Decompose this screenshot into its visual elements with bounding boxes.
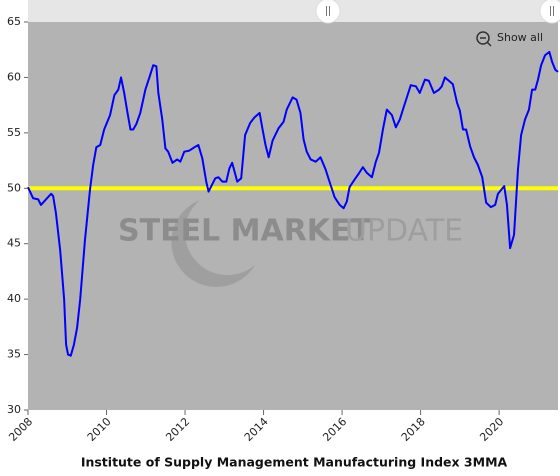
plot-area <box>28 22 558 410</box>
watermark-text: UPDATE <box>345 214 463 249</box>
x-tick-label: 2020 <box>477 415 506 444</box>
x-tick-label: 2008 <box>6 415 35 444</box>
watermark: STEEL MARKET UPDATE <box>118 200 463 287</box>
watermark-text: STEEL MARKET <box>118 214 372 249</box>
x-tick-label: 2010 <box>85 415 114 444</box>
y-tick-label: 65 <box>7 15 21 28</box>
x-tick-label: 2014 <box>242 415 271 444</box>
y-tick-label: 45 <box>7 237 21 250</box>
y-tick-label: 60 <box>7 70 21 83</box>
y-tick-label: 40 <box>7 292 21 305</box>
y-tick-label: 35 <box>7 348 21 361</box>
zoom-icon <box>486 41 492 47</box>
show-all-button[interactable]: Show all <box>476 31 543 47</box>
data-line <box>27 50 559 357</box>
navigator <box>28 0 560 22</box>
x-tick-label: 2018 <box>399 415 428 444</box>
navigator-handle <box>315 0 341 24</box>
y-tick-label: 55 <box>7 126 21 139</box>
zoom-icon <box>476 31 490 45</box>
x-tick-label: 2016 <box>320 415 349 444</box>
watermark-swoosh <box>171 200 255 287</box>
y-tick-label: 50 <box>7 181 21 194</box>
x-tick-label: 2012 <box>163 415 192 444</box>
y-tick-label: 30 <box>7 403 21 416</box>
button-label[interactable]: Show all <box>497 31 543 44</box>
chart-title: Institute of Supply Management Manufactu… <box>81 455 508 470</box>
